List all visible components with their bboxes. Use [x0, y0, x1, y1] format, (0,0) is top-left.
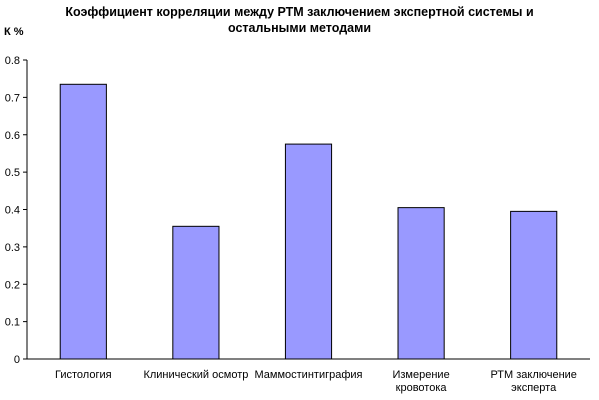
chart-title-line-1: Коэффициент корреляции между РТМ заключе…: [65, 5, 534, 19]
x-tick-label-line: кровотока: [396, 382, 448, 394]
bar-2: [284, 143, 333, 360]
y-tick-label: 0.6: [5, 130, 20, 142]
y-ticks: 0 0.1 0.2 0.3 0.4 0.5 0.6 0.7 0.8: [5, 55, 27, 366]
x-tick-label-line: эксперта: [511, 382, 557, 394]
bar-3: [397, 207, 445, 360]
y-tick-label: 0.4: [5, 205, 20, 217]
x-tick-label-3: Измерение кровотока: [392, 369, 449, 394]
x-tick-label-line: Гистология: [55, 369, 112, 381]
y-tick-label: 0.5: [5, 167, 20, 179]
chart-title-line-2: остальными методами: [227, 21, 372, 35]
x-tick-label-0: Гистология: [55, 369, 112, 381]
y-axis-label: К %: [4, 26, 24, 38]
y-tick-label: 0.7: [5, 92, 20, 104]
x-tick-label-line: Измерение: [392, 369, 449, 381]
y-tick-label: 0: [14, 354, 20, 366]
x-tick-labels: Гистология Клинический осмотр Маммостинтиг…: [55, 369, 577, 394]
bars: [59, 83, 558, 360]
x-tick-label-1: Клинический осмотр: [143, 369, 248, 381]
y-tick-label: 0.3: [5, 242, 20, 254]
x-tick-label-4: РТМ заключение эксперта: [490, 369, 577, 394]
x-tick-label-line: РТМ заключение: [490, 369, 577, 381]
y-tick-label: 0.2: [5, 279, 20, 291]
x-tick-label-2: Маммостинтиграфия: [255, 369, 363, 381]
bar-0: [59, 83, 107, 360]
x-tick-label-line: Маммостинтиграфия: [255, 369, 363, 381]
bar-4: [510, 210, 558, 360]
y-tick-label: 0.8: [5, 55, 20, 67]
chart-title: Коэффициент корреляции между РТМ заключе…: [0, 4, 599, 36]
y-tick-label: 0.1: [5, 317, 20, 329]
bar-1: [172, 225, 220, 360]
x-tick-label-line: Клинический осмотр: [143, 369, 248, 381]
